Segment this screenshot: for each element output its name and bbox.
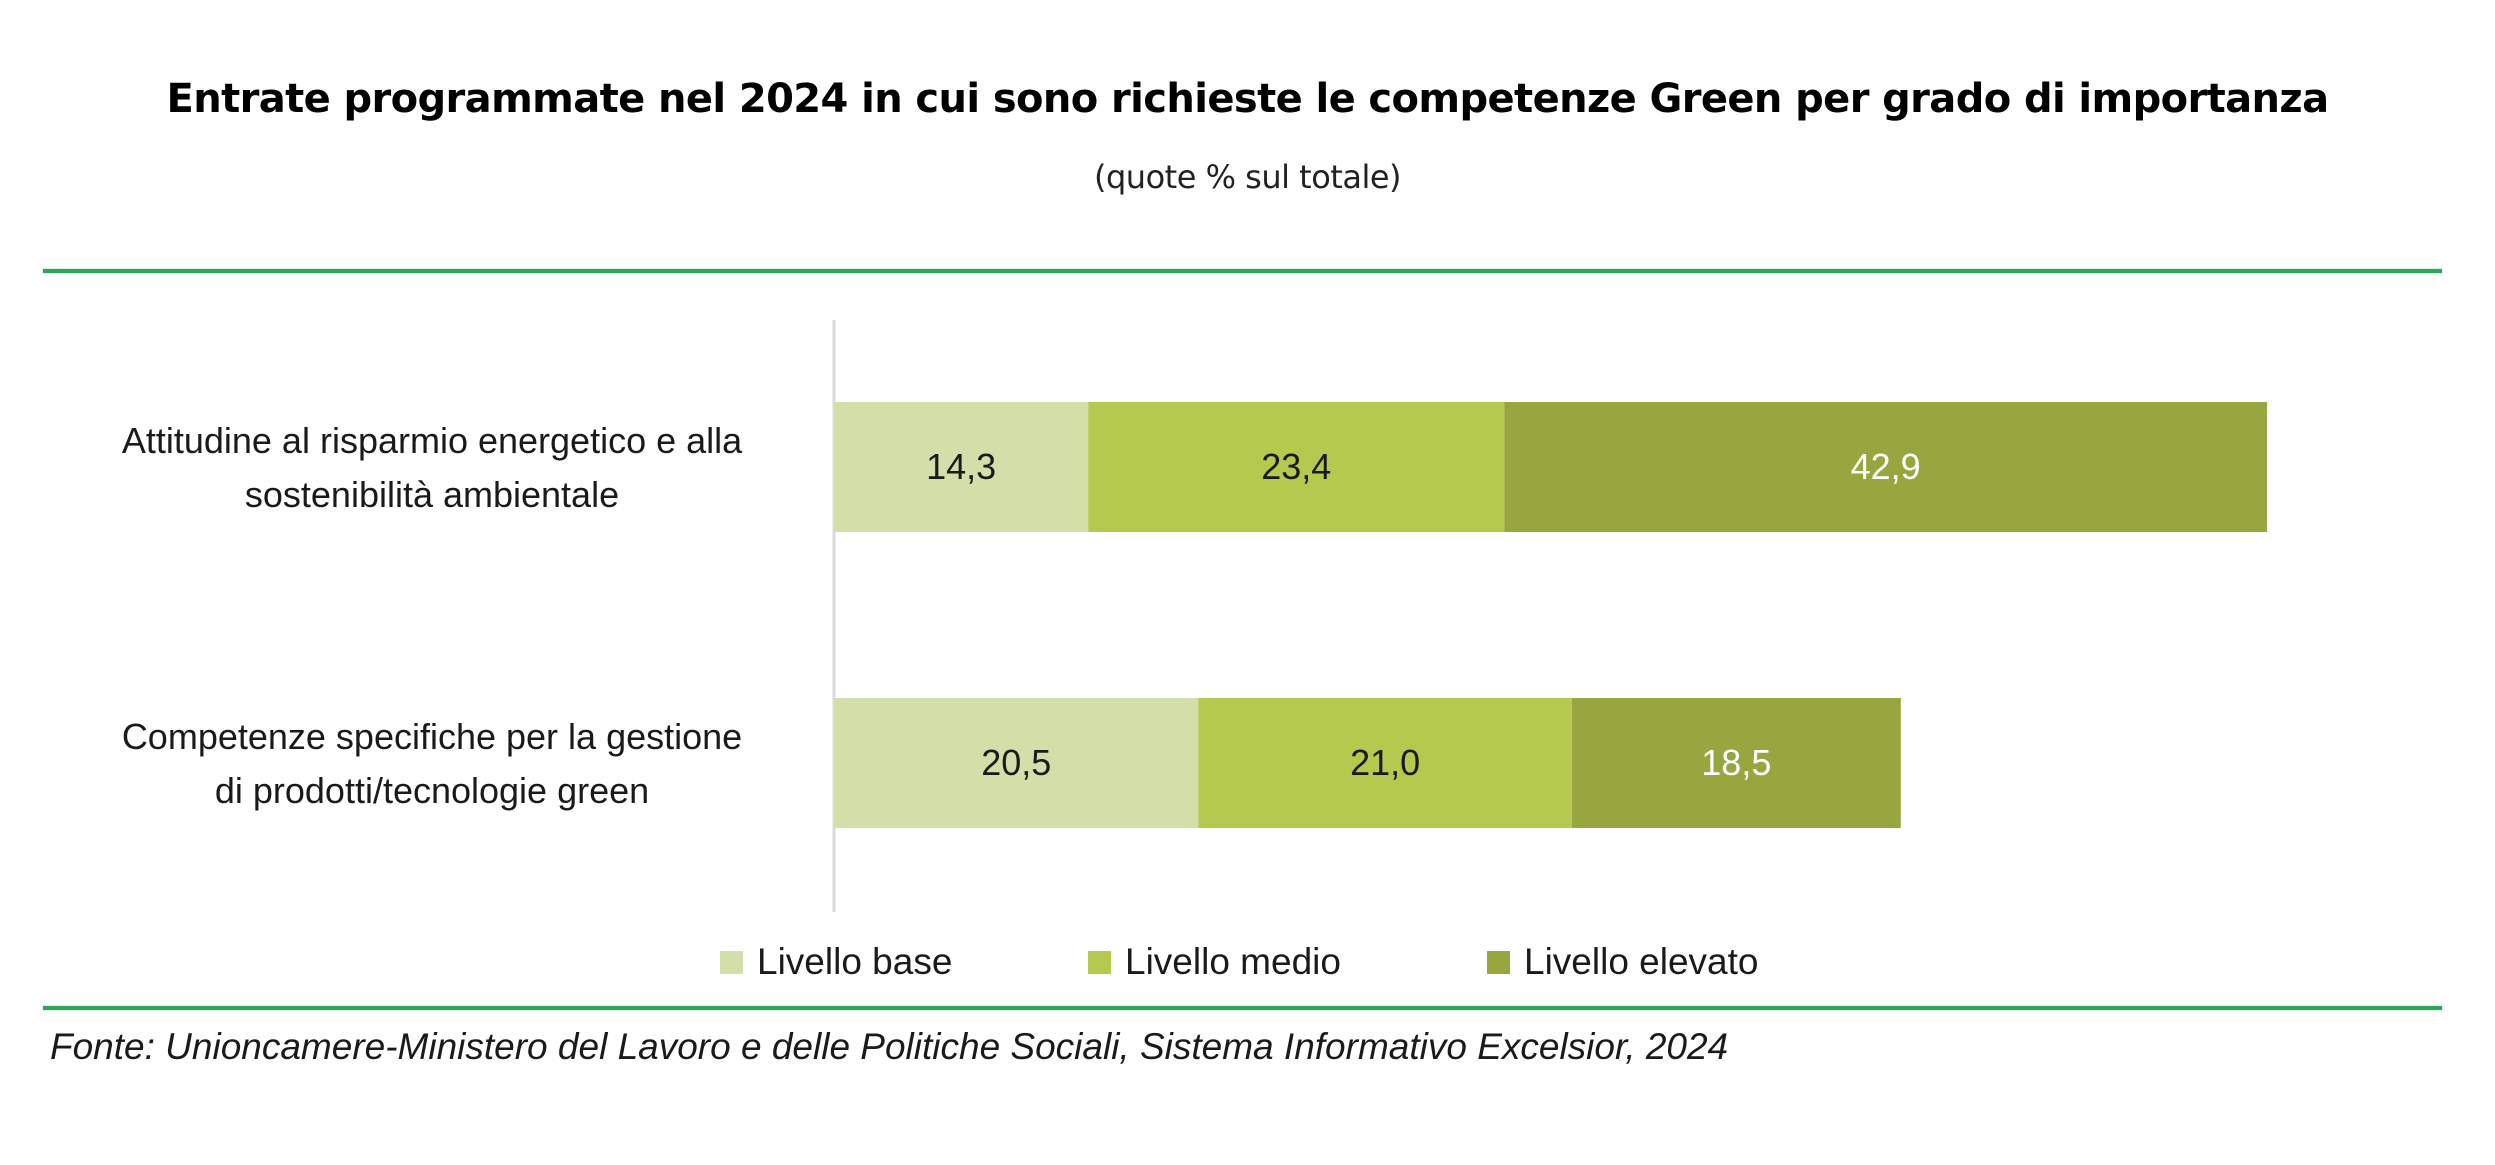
category-label-row-1-line-1: Attitudine al risparmio energetico e all… — [122, 420, 743, 461]
chart-subtitle: (quote % sul totale) — [1094, 158, 1402, 196]
bottom-divider — [43, 1006, 2442, 1010]
category-labels: Attitudine al risparmio energetico e all… — [122, 420, 743, 811]
legend-item-base: Livello base — [720, 940, 952, 984]
data-label-livello-medio-row-1: 23,4 — [1261, 446, 1331, 487]
category-label-row-2-line-2: di prodotti/tecnologie green — [215, 770, 649, 811]
bar-segment-livello-medio-row-2 — [1198, 698, 1572, 828]
bar-segment-livello-base-row-2 — [834, 698, 1199, 828]
chart-title: Entrate programmate nel 2024 in cui sono… — [166, 76, 2329, 122]
category-label-row-1-line-2: sostenibilità ambientale — [245, 474, 619, 515]
legend: Livello base Livello medio Livello eleva… — [0, 940, 2495, 984]
bar-segment-livello-elevato-row-2 — [1571, 698, 1901, 828]
legend-label-base: Livello base — [757, 941, 953, 982]
legend-item-elevato: Livello elevato — [1487, 940, 1758, 984]
data-label-livello-medio-row-2: 21,0 — [1350, 742, 1420, 783]
data-label-livello-elevato-row-1: 42,9 — [1851, 446, 1921, 487]
category-label-row-2-line-1: Competenze specifiche per la gestione — [122, 716, 742, 757]
legend-label-medio: Livello medio — [1125, 941, 1341, 982]
data-label-livello-elevato-row-2: 18,5 — [1701, 742, 1771, 783]
data-label-livello-base-row-2: 20,5 — [981, 742, 1051, 783]
data-label-livello-base-row-1: 14,3 — [926, 446, 996, 487]
legend-label-elevato: Livello elevato — [1524, 941, 1759, 982]
legend-swatch-medio — [1088, 950, 1111, 974]
legend-swatch-base — [720, 950, 743, 974]
source-note: Fonte: Unioncamere-Ministero del Lavoro … — [50, 1026, 1729, 1067]
legend-item-medio: Livello medio — [1088, 940, 1341, 984]
bar-segment-livello-medio-row-1 — [1088, 402, 1505, 532]
legend-swatch-elevato — [1487, 950, 1510, 974]
bar-segment-livello-base-row-1 — [834, 402, 1089, 532]
bars-group: 14,3 23,4 42,9 20,5 21,0 18,5 — [834, 402, 2268, 828]
top-divider — [43, 269, 2442, 273]
bar-segment-livello-elevato-row-1 — [1504, 402, 2268, 532]
